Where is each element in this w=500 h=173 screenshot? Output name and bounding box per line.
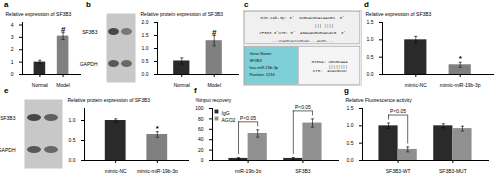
svg-text:0.5: 0.5 (347, 140, 354, 146)
svg-text:mimic-NC: mimic-NC (405, 82, 427, 88)
svg-text:SF3B3: SF3B3 (249, 58, 262, 63)
svg-text:mimic-NC: mimic-NC (105, 168, 127, 173)
svg-text:GAPDH: GAPDH (0, 147, 16, 153)
svg-text:0.5: 0.5 (142, 58, 149, 64)
svg-text:Relative protein expression of: Relative protein expression of SF3B3 (141, 11, 224, 17)
svg-text:#: # (212, 28, 217, 37)
svg-text:P<0.05: P<0.05 (390, 108, 406, 114)
svg-text:SF3B3: SF3B3 (0, 115, 16, 121)
svg-text:3: 3 (11, 34, 14, 40)
svg-text:2: 2 (11, 46, 14, 52)
svg-text:AGO2: AGO2 (222, 117, 236, 123)
svg-text:#: # (61, 25, 66, 34)
svg-text:SF3B3 3'UTR: 5' AGAUAUGUGUACA: SF3B3 3'UTR: 5' AGAUAUGUGUACACG 3' (259, 31, 345, 35)
svg-text:mimic-miR-19b-3p: mimic-miR-19b-3p (137, 168, 178, 173)
html-text:f: f (194, 86, 197, 95)
html-text:c: c (244, 0, 249, 9)
svg-text:Position: 1234: Position: 1234 (249, 72, 275, 77)
svg-text:0.0: 0.0 (69, 157, 76, 163)
svg-text:1.5: 1.5 (142, 32, 149, 38)
svg-text:0: 0 (201, 157, 204, 163)
svg-text:mimic-miR-19b-3p: mimic-miR-19b-3p (440, 82, 481, 88)
svg-text:40: 40 (198, 136, 204, 142)
svg-text:*: * (156, 124, 160, 133)
svg-text:miR-19b-3p: 3' UUGUACGUACAAUG: miR-19b-3p: 3' UUGUACGUACAAUGU 5' (260, 16, 344, 20)
svg-text:0.5: 0.5 (367, 54, 374, 60)
svg-text:IgG: IgG (222, 110, 230, 116)
svg-text:Relative expression of SF3B3: Relative expression of SF3B3 (366, 11, 432, 17)
svg-text:miR-19b-3p: miR-19b-3p (235, 168, 261, 173)
svg-text:20: 20 (198, 147, 204, 153)
svg-text:1.0: 1.0 (347, 122, 354, 128)
html-text:g: g (344, 86, 349, 95)
svg-text:GAPDH: GAPDH (80, 61, 98, 67)
svg-text:||| ||||: ||| |||| (271, 24, 333, 28)
svg-text:P<0.05: P<0.05 (295, 104, 311, 110)
svg-text:Gene Name:: Gene Name: (249, 51, 272, 56)
svg-text:Relative Fluorescence activity: Relative Fluorescence activity (346, 97, 413, 103)
svg-text:1.0: 1.0 (142, 45, 149, 51)
svg-text:Relative protein expression of: Relative protein expression of SF3B3 (68, 97, 151, 103)
svg-text:1.0: 1.0 (367, 36, 374, 42)
svg-text:SF3B3: SF3B3 (82, 29, 98, 35)
svg-text:miRNA: UGUGCAAA ||||||||: miRNA: UGUGCAAA ||||||||UTR: ACACGUUU (312, 60, 349, 74)
svg-text:Relative expression of SF3B3: Relative expression of SF3B3 (6, 11, 72, 17)
svg-text:2.0: 2.0 (142, 19, 149, 25)
svg-text:1: 1 (11, 59, 14, 65)
svg-text:0.5: 0.5 (69, 137, 76, 143)
svg-text:60: 60 (198, 126, 204, 132)
svg-text:0.0: 0.0 (347, 157, 354, 163)
svg-text:80: 80 (198, 116, 204, 122)
svg-text:0: 0 (11, 71, 14, 77)
svg-text:0.0: 0.0 (142, 71, 149, 77)
svg-text:*: * (459, 54, 463, 63)
svg-text:Normal: Normal (32, 82, 48, 88)
svg-text:SF3B3: SF3B3 (295, 168, 311, 173)
html-text:a: a (4, 0, 9, 9)
svg-text:%input recovery: %input recovery (196, 97, 232, 103)
svg-text:Normal: Normal (174, 82, 190, 88)
svg-text:P<0.05: P<0.05 (240, 115, 256, 121)
html-text:e: e (4, 86, 9, 95)
svg-text:4: 4 (11, 22, 14, 28)
svg-text:1.5: 1.5 (347, 105, 354, 111)
svg-text:...UUAGCAUUUGUAC...AUGC...: ...UUAGCAUUUGUAC...AUGC... (271, 39, 333, 43)
svg-text:SF3B3-MUT: SF3B3-MUT (439, 168, 467, 173)
svg-text:0.0: 0.0 (367, 71, 374, 77)
svg-text:Model: Model (207, 82, 221, 88)
svg-text:100: 100 (195, 105, 204, 111)
svg-text:Model: Model (56, 82, 70, 88)
html-text:d: d (364, 0, 369, 9)
html-text:b: b (86, 0, 91, 9)
svg-text:1.0: 1.0 (69, 117, 76, 123)
svg-text:hsa-miR-19b-3p: hsa-miR-19b-3p (249, 65, 278, 70)
svg-text:SF3B3-WT: SF3B3-WT (386, 168, 411, 173)
svg-text:1.5: 1.5 (367, 19, 374, 25)
